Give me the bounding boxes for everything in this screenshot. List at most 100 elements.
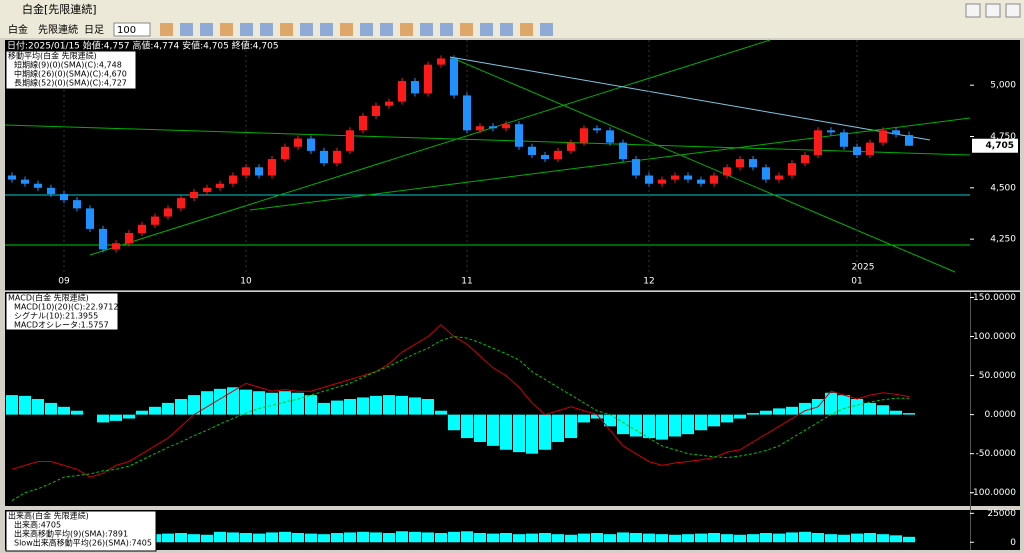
volume-bar [175,533,187,543]
oscillator-bar [903,413,915,415]
oscillator-bar [825,392,837,415]
y-tick-label: 50.0000 [979,371,1016,381]
volume-bar [409,531,421,543]
volume-bar [786,532,798,543]
oscillator-bar [786,406,798,415]
volume-bar [682,534,694,543]
toolbar-icon[interactable] [540,23,553,36]
toolbar-item[interactable]: 先限連続 [38,23,78,36]
legend-item: MACDオシレータ:1.5757 [14,321,109,330]
maximize-button[interactable] [985,3,1001,18]
toolbar-icon[interactable] [160,23,173,36]
oscillator-bar [643,414,655,439]
candle-body [398,81,406,102]
volume-bar [162,533,174,543]
toolbar-icon[interactable] [440,23,453,36]
volume-bar [812,533,824,543]
toolbar-icon[interactable] [280,23,293,36]
volume-bar [656,534,668,543]
toolbar-icon[interactable] [400,23,413,36]
count-value[interactable]: 100 [117,25,136,36]
price-panel [5,40,970,272]
candle-body [710,175,718,184]
candle-body [853,146,861,155]
oscillator-bar [799,402,811,415]
toolbar-icon[interactable] [320,23,333,36]
volume-bar [240,533,252,543]
volume-bar [721,534,733,543]
legend-item: 出来高移動平均(9)(SMA):7891 [14,529,128,539]
volume-bar [591,533,603,543]
oscillator-bar [136,410,148,415]
candle-body [372,105,380,116]
candle-body [424,64,432,94]
y-tick-label: 0.0000 [985,410,1017,420]
trend-line [4,124,971,156]
candle-body [554,150,562,160]
oscillator-bar [240,389,252,415]
toolbar-icon[interactable] [340,23,353,36]
candle-body [99,228,107,250]
volume-bar [370,532,382,543]
candle-body [268,159,276,176]
oscillator-bar [578,414,590,423]
toolbar-icon[interactable] [200,23,213,36]
toolbar-item[interactable]: 日足 [84,24,104,36]
toolbar-icon[interactable] [360,23,373,36]
candle-body [866,142,874,155]
oscillator-bar [630,414,642,437]
candle-body [827,130,835,133]
oscillator-bar [435,410,447,415]
toolbar-icon[interactable] [260,23,273,36]
toolbar-icon[interactable] [180,23,193,36]
oscillator-bar [487,414,499,446]
volume-bar [643,533,655,543]
y-tick-label: 150.0000 [973,293,1016,303]
candle-body [385,101,393,106]
date-axis [5,272,970,290]
x-tick-label: 11 [461,277,472,287]
window-buttons[interactable] [965,3,1021,18]
oscillator-bar [305,395,317,415]
volume-panel [5,510,1020,550]
toolbar-icon[interactable] [220,23,233,36]
toolbar-icon[interactable] [420,23,433,36]
toolbar-icon[interactable] [520,23,533,36]
volume-bar [773,533,785,543]
y-tick-label: 4,500 [990,183,1016,193]
x-tick-label: 10 [240,277,252,287]
candle-body [684,175,692,180]
volume-bar [266,532,278,543]
candle-body [658,179,666,184]
volume-bar [513,534,525,543]
toolbar-icon[interactable] [480,23,493,36]
toolbar-icon[interactable] [300,23,313,36]
legend-item: 中期線(26)(0)(SMA)(C):4,670 [14,69,127,79]
candle-body [801,154,809,164]
candle-body [645,175,653,184]
close-button[interactable] [1005,3,1021,18]
volume-bar [344,532,356,543]
candle-body [762,167,770,180]
volume-bar [604,534,616,543]
volume-bar [305,533,317,543]
toolbar-icon[interactable] [240,23,253,36]
candle-body [47,187,55,194]
toolbar-icon[interactable] [380,23,393,36]
signal-line [11,336,909,501]
minimize-button[interactable] [965,3,981,18]
oscillator-bar [279,391,291,415]
volume-bar [500,533,512,543]
oscillator-bar [149,406,161,415]
oscillator-bar [474,414,486,442]
toolbar-icon[interactable] [500,23,513,36]
candle-body [112,243,120,250]
oscillator-bar [383,395,395,415]
candle-body [788,163,796,176]
toolbar-icon[interactable] [460,23,473,36]
toolbar-item[interactable]: 白金 [8,23,28,36]
candle-body [437,58,445,65]
count-input[interactable] [113,22,151,37]
oscillator-bar [565,414,577,439]
